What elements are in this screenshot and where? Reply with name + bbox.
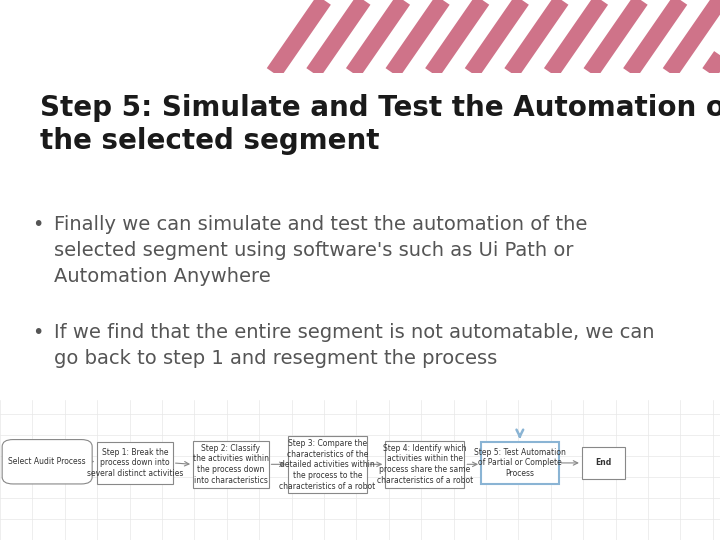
Text: Finally we can simulate and test the automation of the
selected segment using so: Finally we can simulate and test the aut… — [54, 215, 588, 286]
Text: •: • — [32, 215, 44, 234]
FancyBboxPatch shape — [2, 440, 92, 484]
Text: If we find that the entire segment is not automatable, we can
go back to step 1 : If we find that the entire segment is no… — [54, 323, 654, 368]
Text: End: End — [595, 458, 611, 468]
Text: Select Audit Process: Select Audit Process — [9, 457, 86, 466]
FancyBboxPatch shape — [288, 436, 367, 494]
Text: RUTGERS: RUTGERS — [18, 24, 174, 51]
FancyBboxPatch shape — [385, 441, 464, 488]
FancyBboxPatch shape — [97, 442, 173, 484]
Text: Step 5: Test Automation
of Partial or Complete
Process: Step 5: Test Automation of Partial or Co… — [474, 448, 566, 478]
Text: Step 5: Simulate and Test the Automation of
the selected segment: Step 5: Simulate and Test the Automation… — [40, 94, 720, 156]
Text: Step 1: Break the
process down into
several distinct activities: Step 1: Break the process down into seve… — [87, 448, 183, 478]
Text: Step 3: Compare the
characteristics of the
detailed activities within
the proces: Step 3: Compare the characteristics of t… — [279, 439, 376, 491]
FancyBboxPatch shape — [193, 441, 269, 488]
Text: Step 2: Classify
the activities within
the process down
into characteristics: Step 2: Classify the activities within t… — [193, 444, 269, 485]
FancyBboxPatch shape — [481, 442, 559, 484]
Text: •: • — [32, 323, 44, 342]
Text: Step 4: Identify which
activities within the
process share the same
characterist: Step 4: Identify which activities within… — [377, 444, 473, 485]
FancyBboxPatch shape — [582, 447, 625, 480]
